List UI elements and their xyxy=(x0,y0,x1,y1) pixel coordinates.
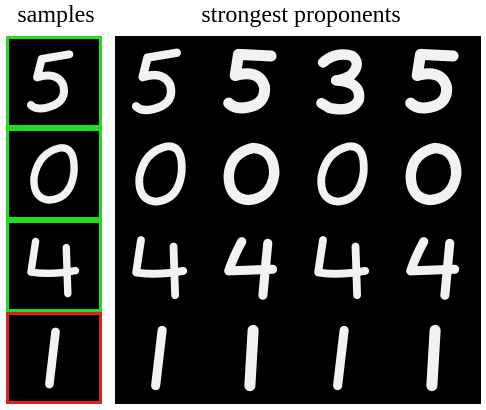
samples-column xyxy=(6,36,102,404)
handwritten-digit-image xyxy=(151,325,167,391)
digit-stroke xyxy=(45,327,60,389)
handwritten-digit-image xyxy=(223,48,277,114)
handwritten-digit-image xyxy=(316,49,365,115)
handwritten-digit-image xyxy=(317,142,368,206)
handwritten-digit-image xyxy=(131,48,181,115)
handwritten-digit-image xyxy=(224,237,278,300)
proponent-tile-r3-c3 xyxy=(297,220,388,312)
handwritten-digit-image xyxy=(426,324,441,392)
sample-tile-row-4 xyxy=(6,312,102,404)
handwritten-digit-image xyxy=(405,48,459,114)
proponent-tile-r2-c1 xyxy=(115,128,206,220)
proponent-tile-r3-c1 xyxy=(115,220,206,312)
digit-stroke xyxy=(132,236,188,300)
proponent-tile-r1-c2 xyxy=(206,36,297,128)
proponent-tile-r3-c4 xyxy=(388,220,479,312)
digit-stroke xyxy=(406,237,460,300)
handwritten-digit-image xyxy=(27,237,80,298)
proponent-tile-r1-c1 xyxy=(115,36,206,128)
handwritten-digit-image xyxy=(132,236,188,300)
digit-stroke xyxy=(314,236,370,300)
digit-stroke xyxy=(316,49,365,115)
proponent-tile-r4-c3 xyxy=(297,312,388,404)
digit-stroke xyxy=(30,144,78,204)
handwritten-digit-image xyxy=(406,237,460,300)
digit-stroke xyxy=(426,324,441,392)
digit-stroke xyxy=(405,48,459,114)
handwritten-digit-image xyxy=(314,236,370,300)
digit-stroke xyxy=(131,48,181,115)
handwritten-digit-image xyxy=(223,142,280,206)
proponent-tile-r4-c4 xyxy=(388,312,479,404)
digit-stroke xyxy=(27,237,80,298)
proponent-tile-r3-c2 xyxy=(206,220,297,312)
proponent-tile-r1-c4 xyxy=(388,36,479,128)
handwritten-digit-image xyxy=(135,142,186,206)
handwritten-digit-image xyxy=(30,144,78,204)
digit-stroke xyxy=(244,324,259,392)
digit-stroke xyxy=(224,237,278,300)
digit-stroke xyxy=(317,142,368,206)
digit-stroke xyxy=(405,142,462,206)
handwritten-digit-image xyxy=(45,327,60,389)
digit-stroke xyxy=(333,325,349,391)
digit-stroke xyxy=(223,48,277,114)
digit-stroke xyxy=(26,50,74,113)
sample-tile-row-3 xyxy=(6,220,102,312)
proponent-tile-r2-c4 xyxy=(388,128,479,220)
proponents-grid xyxy=(115,36,481,404)
proponent-tile-r4-c2 xyxy=(206,312,297,404)
handwritten-digit-image xyxy=(405,142,462,206)
proponent-tile-r2-c2 xyxy=(206,128,297,220)
proponents-header: strongest proponents xyxy=(201,2,401,28)
proponent-tile-r2-c3 xyxy=(297,128,388,220)
sample-tile-row-2 xyxy=(6,128,102,220)
samples-header: samples xyxy=(17,2,95,28)
digit-stroke xyxy=(151,325,167,391)
sample-tile-row-1 xyxy=(6,36,102,128)
proponent-tile-r1-c3 xyxy=(297,36,388,128)
proponent-tile-r4-c1 xyxy=(115,312,206,404)
handwritten-digit-image xyxy=(244,324,259,392)
handwritten-digit-image xyxy=(333,325,349,391)
digit-stroke xyxy=(135,142,186,206)
handwritten-digit-image xyxy=(26,50,74,113)
digit-stroke xyxy=(223,142,280,206)
